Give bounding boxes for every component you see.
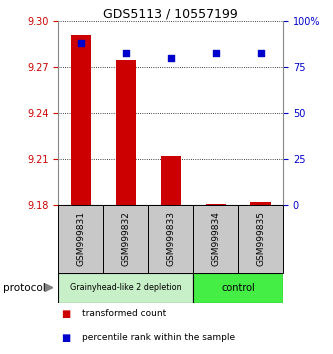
Text: GSM999835: GSM999835 bbox=[256, 211, 265, 267]
Bar bbox=[58, 273, 193, 303]
Bar bbox=[71, 35, 91, 205]
Point bbox=[258, 50, 263, 55]
Bar bbox=[205, 204, 226, 205]
Text: ■: ■ bbox=[62, 309, 71, 319]
Bar bbox=[58, 205, 103, 273]
Text: GSM999834: GSM999834 bbox=[211, 211, 220, 267]
Point bbox=[168, 55, 173, 61]
Text: transformed count: transformed count bbox=[82, 309, 166, 319]
Text: GSM999833: GSM999833 bbox=[166, 211, 175, 267]
Bar bbox=[193, 205, 238, 273]
Text: Grainyhead-like 2 depletion: Grainyhead-like 2 depletion bbox=[70, 283, 181, 292]
Bar bbox=[238, 205, 283, 273]
Text: protocol: protocol bbox=[3, 282, 46, 293]
Text: GSM999831: GSM999831 bbox=[76, 211, 85, 267]
Point bbox=[123, 50, 129, 55]
Point bbox=[78, 40, 83, 46]
Bar bbox=[116, 59, 136, 205]
Text: GSM999832: GSM999832 bbox=[121, 211, 130, 267]
Bar bbox=[250, 202, 271, 205]
Point bbox=[213, 50, 218, 55]
Bar bbox=[103, 205, 148, 273]
Text: control: control bbox=[221, 282, 255, 293]
Bar bbox=[161, 156, 181, 205]
Title: GDS5113 / 10557199: GDS5113 / 10557199 bbox=[103, 7, 238, 20]
Bar bbox=[193, 273, 283, 303]
Bar bbox=[148, 205, 193, 273]
Text: ■: ■ bbox=[62, 333, 71, 343]
Text: percentile rank within the sample: percentile rank within the sample bbox=[82, 333, 235, 342]
